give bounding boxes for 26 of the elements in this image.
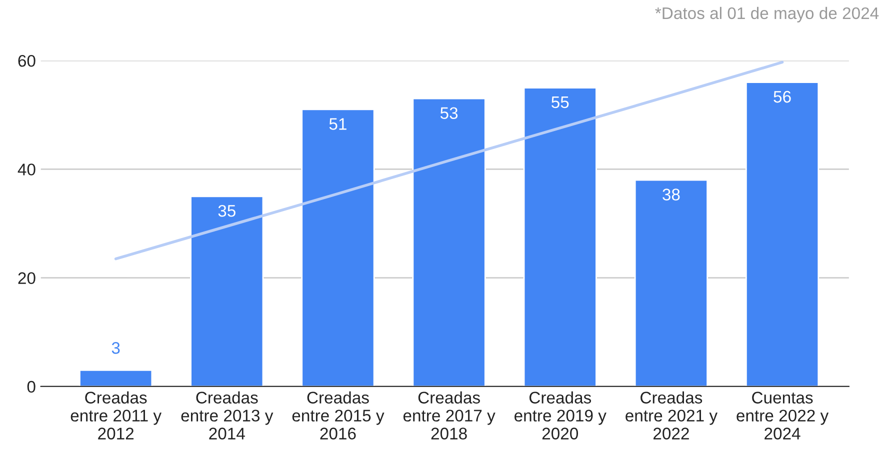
data-label: 55 [552, 96, 569, 108]
bar [634, 179, 708, 386]
y-tick-label: 60 [18, 54, 36, 67]
data-label: 56 [774, 90, 791, 103]
y-tick-label: 0 [27, 380, 36, 393]
x-tick-label: Creadas entre 2015 y 2016 [292, 391, 384, 440]
text: *Datos al 01 de mayo de 2024 [655, 6, 879, 22]
x-tick-label: Creadas entre 2017 y 2018 [403, 391, 496, 440]
data-label: 38 [662, 188, 680, 200]
bar [412, 98, 486, 386]
x-tick-label: Creadas entre 2021 y 2022 [626, 391, 718, 440]
data-label: 3 [112, 342, 120, 354]
data-label: 51 [329, 118, 346, 130]
x-tick-label: Cuentas entre 2022 y 2024 [736, 392, 829, 440]
bar [523, 87, 597, 386]
bar [79, 369, 153, 386]
x-tick-label: Creadas entre 2019 y 2020 [514, 391, 606, 440]
bar [190, 196, 264, 386]
y-tick-label: 40 [18, 164, 36, 176]
data-label: 35 [218, 204, 236, 217]
y-tick-label: 20 [18, 272, 36, 284]
x-tick-label: Creadas entre 2013 y 2014 [181, 391, 274, 440]
bar [301, 108, 375, 386]
bar [745, 82, 820, 386]
data-label: 53 [440, 107, 458, 119]
x-tick-label: Creadas entre 2011 y 2012 [70, 391, 162, 440]
